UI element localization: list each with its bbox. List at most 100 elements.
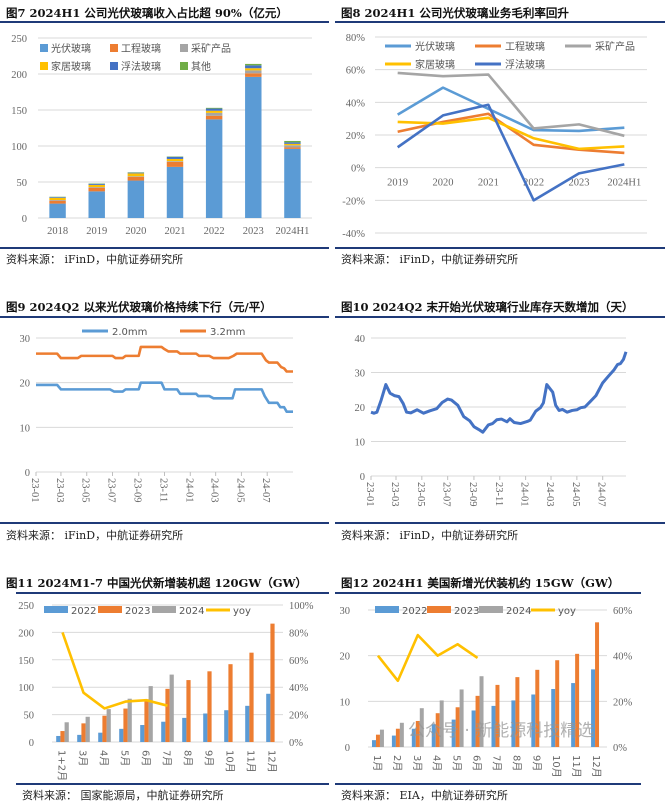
chart-title: 图7 2024H1 公司光伏玻璃收入占比超 90%（亿元） <box>6 6 288 20</box>
y-tick-label: 60% <box>346 66 366 77</box>
x-tick-label: 10月 <box>550 755 562 778</box>
y-tick-label: 20% <box>289 711 309 722</box>
y-tick-label: 60% <box>289 656 309 667</box>
stacked-bar-chart: 0 50 100 150 200 250 2018 2019 2020 2021 2022 2023 2… <box>11 34 312 237</box>
y-tick-label: 40% <box>613 652 633 663</box>
x-tick-label: 24-03 <box>209 478 220 503</box>
x-tick-label: 2月 <box>391 755 403 771</box>
legend-swatch <box>152 606 176 613</box>
bar <box>270 623 275 742</box>
legend-label: 光伏玻璃 <box>415 40 455 53</box>
chart-source: 资料来源： iFinD，中航证券研究所 <box>341 253 519 266</box>
y-tick-label: 20 <box>20 379 31 390</box>
legend-label: 采矿产品 <box>595 40 635 53</box>
bar-segment <box>49 197 66 200</box>
bar <box>266 693 271 742</box>
bar <box>575 653 580 747</box>
source-rule <box>335 522 665 524</box>
x-tick-label: 7月 <box>161 750 173 766</box>
y-tick-label: 80% <box>346 33 366 44</box>
legend-label: yoy <box>233 606 251 617</box>
x-tick-label: 23-07 <box>106 478 117 503</box>
bar-segment <box>284 148 301 218</box>
inventory-line-chart: 0 10 20 30 40 23-01 23-03 23-05 23-07 23-09 23-11 2… <box>355 334 628 507</box>
bar <box>81 723 86 742</box>
chart-title: 图8 2024H1 公司光伏玻璃业务毛利率回升 <box>341 6 569 20</box>
x-tick-label: 8月 <box>182 750 194 766</box>
x-tick-label: 5月 <box>451 755 463 771</box>
x-tick-label: 12月 <box>590 755 602 778</box>
bar <box>85 716 90 742</box>
series-line <box>397 86 625 133</box>
chart-source: 资料来源： 国家能源局，中航证券研究所 <box>22 789 224 802</box>
bar <box>169 674 174 742</box>
bar-segment <box>88 187 105 192</box>
x-tick-label: 5月 <box>119 750 131 766</box>
x-tick-label: 6月 <box>471 755 483 771</box>
bar-segment <box>88 187 105 188</box>
bar <box>182 717 187 742</box>
bar <box>515 677 520 747</box>
bar <box>595 622 600 747</box>
x-tick-label: 23-05 <box>415 482 426 507</box>
bar <box>379 729 384 747</box>
source-rule <box>0 247 329 249</box>
bar <box>123 708 128 742</box>
x-tick-label: 23-09 <box>467 482 478 507</box>
legend-label: 家居玻璃 <box>51 60 91 73</box>
bar-segment <box>49 200 66 204</box>
bar <box>375 734 380 747</box>
bar-segment <box>245 65 262 69</box>
legend-swatch <box>40 62 48 70</box>
x-tick-label: 2020 <box>125 226 146 237</box>
x-tick-label: 24-07 <box>596 482 607 507</box>
legend-swatch <box>180 44 188 52</box>
bar <box>228 664 233 742</box>
x-tick-label: 23-09 <box>132 478 143 503</box>
legend-swatch <box>110 44 118 52</box>
y-tick-label: -40% <box>342 229 365 240</box>
x-tick-label: 7月 <box>490 755 502 771</box>
x-tick-label: 23-03 <box>389 482 400 507</box>
legend-label: 家居玻璃 <box>415 58 455 71</box>
x-tick-label: 2022 <box>204 226 225 237</box>
bar <box>77 734 82 742</box>
bar-segment <box>284 143 301 146</box>
chart-title: 图11 2024M1-7 中国光伏新增装机超 120GW（GW） <box>6 576 308 590</box>
y-tick-label: 10 <box>355 438 366 449</box>
bar-segment <box>88 184 105 188</box>
x-tick-label: 24-05 <box>570 482 581 507</box>
bar <box>102 715 107 742</box>
bar-segment <box>127 173 145 177</box>
line-chart: -40% -20% 0% 20% 40% 60% 80% 2019 2020 2021 2022 20… <box>342 33 647 240</box>
x-tick-label: 24-01 <box>183 478 194 503</box>
x-tick-label: 9月 <box>203 750 215 766</box>
chart-panel-11: 图11 2024M1-7 中国光伏新增装机超 120GW（GW） 0 50 100 1… <box>0 570 335 804</box>
bar <box>471 710 476 747</box>
y-tick-label: 20 <box>340 652 351 663</box>
bar-segment <box>245 73 262 77</box>
y-tick-label: 10 <box>340 697 351 708</box>
legend-label: 3.2mm <box>210 327 245 338</box>
legend-label: 工程玻璃 <box>505 40 545 53</box>
bar-segment <box>166 156 184 159</box>
x-tick-label: 23-03 <box>54 478 65 503</box>
bar <box>419 708 424 747</box>
bar-segment <box>284 142 301 144</box>
bar <box>511 700 516 747</box>
bar <box>479 676 484 747</box>
y-tick-label: 30 <box>355 369 366 380</box>
title-rule <box>0 21 329 23</box>
y-tick-label: 10 <box>20 423 31 434</box>
x-tick-label: 12月 <box>266 750 278 773</box>
x-tick-label: 23-01 <box>364 482 375 507</box>
legend-swatch <box>40 44 48 52</box>
bar-segment <box>245 76 262 218</box>
chart-title: 图9 2024Q2 以来光伏玻璃价格持续下行（元/平） <box>6 300 272 314</box>
series-line <box>36 345 293 373</box>
bar-segment <box>205 112 223 116</box>
bar <box>455 707 460 747</box>
y-tick-label: 100 <box>11 142 27 153</box>
chart-source: 资料来源： iFinD，中航证券研究所 <box>6 529 184 542</box>
series-line <box>397 116 625 151</box>
